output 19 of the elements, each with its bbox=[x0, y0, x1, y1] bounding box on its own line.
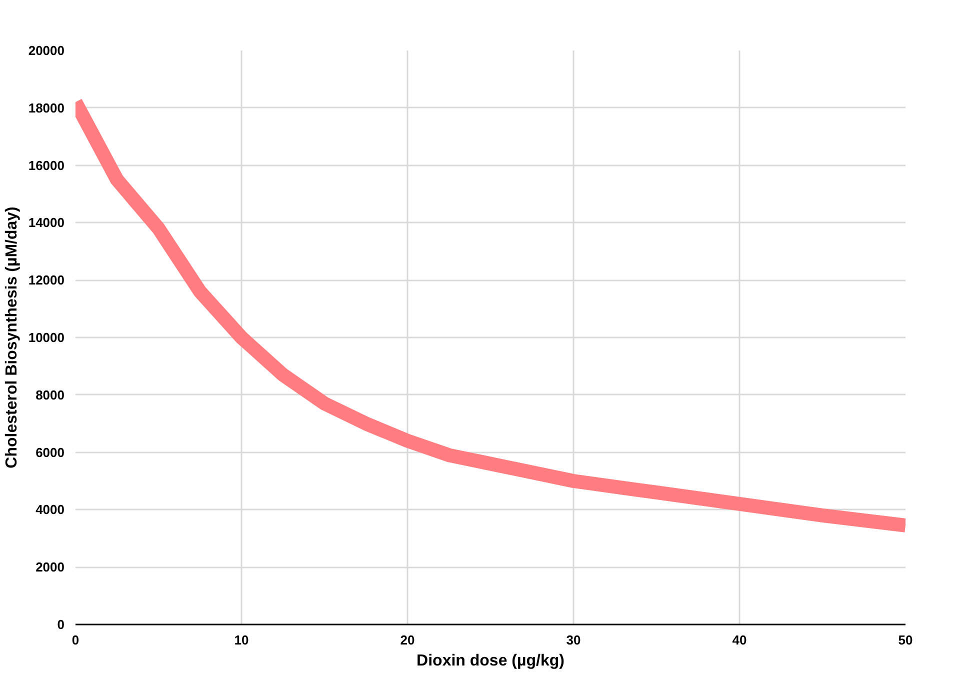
y-tick-label: 6000 bbox=[36, 444, 64, 460]
x-tick-label: 10 bbox=[234, 632, 249, 648]
y-tick-label: 10000 bbox=[28, 330, 65, 345]
x-axis-title: Dioxin dose (µg/kg) bbox=[416, 652, 564, 670]
y-tick-label: 4000 bbox=[36, 502, 64, 518]
y-tick-label: 2000 bbox=[36, 560, 64, 575]
y-tick-label: 18000 bbox=[28, 100, 65, 116]
y-tick-label: 8000 bbox=[36, 387, 64, 402]
y-tick-label: 12000 bbox=[28, 272, 65, 288]
y-tick-label: 14000 bbox=[28, 215, 65, 230]
y-tick-label: 0 bbox=[57, 617, 65, 632]
x-tick-label: 30 bbox=[566, 632, 581, 648]
y-tick-label: 20000 bbox=[28, 43, 65, 58]
x-tick-label: 40 bbox=[732, 632, 747, 648]
x-tick-label: 20 bbox=[400, 632, 415, 648]
y-tick-label: 16000 bbox=[28, 158, 65, 173]
x-tick-label: 0 bbox=[72, 632, 80, 648]
x-tick-label: 50 bbox=[898, 632, 913, 648]
y-axis-title: Cholesterol Biosynthesis (µM/day) bbox=[3, 206, 20, 468]
